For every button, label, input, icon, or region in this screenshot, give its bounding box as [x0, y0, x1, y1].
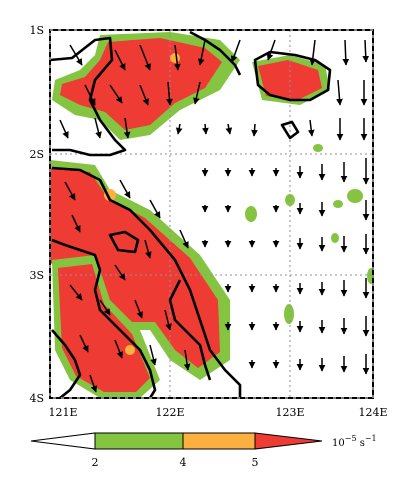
- wind-arrow: [166, 81, 173, 106]
- wind-arrow: [266, 39, 276, 61]
- wind-arrow: [139, 84, 149, 106]
- wind-arrow: [149, 344, 157, 366]
- wind-arrow: [197, 39, 206, 66]
- wind-arrow: [225, 123, 233, 135]
- coastline-inner: [168, 279, 212, 381]
- y-tick-label: 4S: [29, 392, 44, 405]
- wind-arrow: [109, 84, 123, 104]
- vort-green-patch: [313, 144, 323, 152]
- y-tick-label: 3S: [29, 269, 44, 282]
- coastline-small-island: [108, 230, 140, 254]
- wind-arrow: [307, 119, 315, 137]
- colorbar-unit: 10−5 s−1: [332, 434, 377, 449]
- wind-arrow: [99, 299, 111, 316]
- wind-arrow: [71, 214, 81, 233]
- x-tick-label: 122E: [155, 406, 184, 419]
- coastline-east-island: [253, 50, 332, 102]
- wind-arrow: [123, 117, 131, 139]
- wind-arrow: [342, 39, 350, 66]
- wind-arrow: [84, 84, 96, 106]
- coastline-north-east: [189, 30, 242, 76]
- vort-red-area-w: [50, 168, 220, 368]
- coastline-west: [51, 166, 242, 398]
- x-tick-label: 124E: [358, 406, 387, 419]
- x-tick-label: 121E: [48, 406, 77, 419]
- wind-arrow: [114, 339, 123, 359]
- wind-arrow: [144, 239, 152, 259]
- vort-green-patch: [284, 304, 294, 324]
- wind-arrow: [193, 81, 201, 105]
- wind-arrow: [69, 284, 83, 301]
- wind-arrow: [114, 49, 126, 71]
- wind-arrow: [114, 264, 126, 281]
- graticule: [50, 30, 373, 398]
- y-tick-label: 1S: [29, 24, 44, 37]
- colorbar-segment-orange: [182, 432, 256, 450]
- coastline-north: [50, 36, 127, 157]
- colorbar-segment-white: [30, 432, 96, 450]
- wind-arrow: [89, 374, 98, 393]
- wind-vectors: [59, 39, 370, 393]
- wind-arrow: [139, 44, 151, 71]
- colorbar-tick-label: 5: [252, 456, 259, 469]
- wind-arrow: [134, 299, 143, 319]
- wind-arrow: [230, 39, 241, 63]
- wind-arrow: [164, 309, 172, 331]
- coastline-sw2: [51, 329, 82, 398]
- wind-arrow: [175, 123, 183, 135]
- wind-arrow: [69, 44, 83, 66]
- wind-arrow: [251, 123, 258, 137]
- vort-green-patch: [347, 189, 363, 203]
- y-axis-labels: 1S 2S 3S 4S: [29, 24, 44, 405]
- wind-arrow: [64, 181, 76, 201]
- vort-green-patch: [367, 268, 373, 284]
- wind-arrow: [149, 199, 161, 219]
- x-axis-labels: 121E 122E 123E 124E: [48, 406, 387, 419]
- wind-arrow: [202, 123, 209, 135]
- vort-green-patch: [333, 200, 343, 208]
- wind-arrow: [362, 39, 370, 63]
- colorbar: 2 4 5 10−5 s−1: [30, 432, 377, 469]
- vort-orange-spot: [125, 345, 135, 355]
- y-tick-label: 2S: [29, 148, 44, 161]
- vort-green-patch: [331, 233, 339, 243]
- map-panel: [50, 30, 373, 398]
- x-tick-label: 123E: [275, 406, 304, 419]
- wind-arrow: [59, 119, 69, 139]
- colorbar-tick-label: 2: [92, 456, 99, 469]
- wind-arrow: [94, 117, 102, 139]
- coastline-sw: [51, 238, 157, 398]
- vort-orange-spot: [170, 53, 180, 63]
- wind-arrow: [309, 39, 317, 66]
- wind-arrow: [119, 179, 131, 199]
- wind-arrow: [79, 334, 89, 353]
- wind-arrow: [336, 79, 343, 106]
- wind-arrow: [179, 229, 189, 249]
- coastline-islet: [280, 120, 300, 140]
- vort-red-area-nw: [60, 38, 222, 130]
- colorbar-segment-red: [254, 432, 323, 450]
- colorbar-segment-green: [94, 432, 184, 450]
- vort-green-patch: [245, 206, 257, 222]
- wind-arrow: [183, 349, 191, 371]
- coastline: [50, 30, 332, 398]
- wind-arrow: [173, 44, 181, 71]
- colorbar-tick-label: 4: [180, 456, 187, 469]
